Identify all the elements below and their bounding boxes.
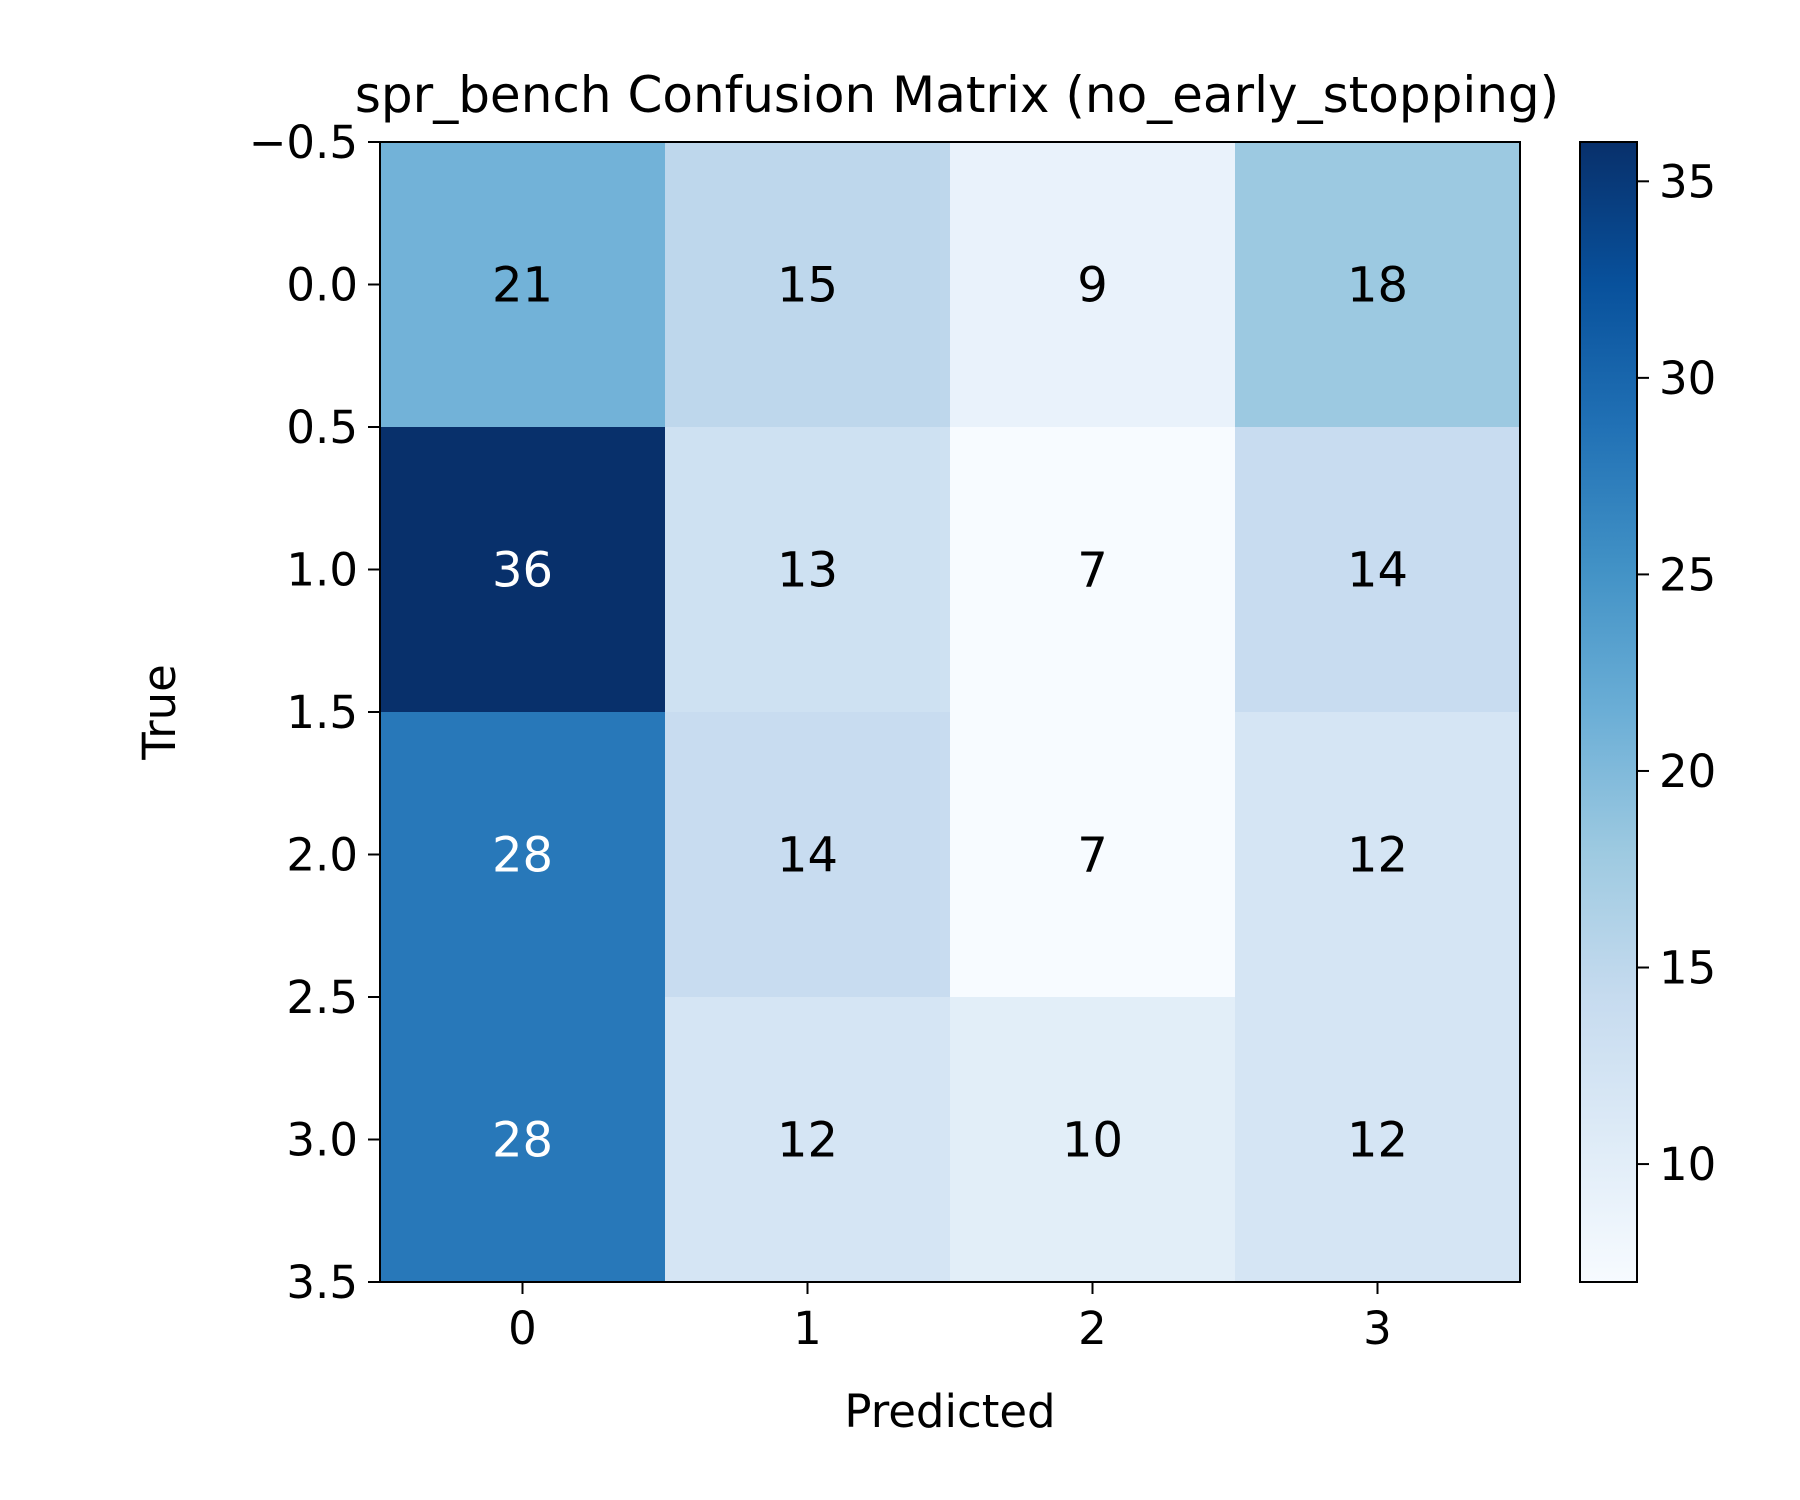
x-axis-ticks: 0 1 2 3 [508,1282,1392,1355]
heatmap-cell-label: 15 [777,258,838,314]
x-tick-label: 0 [508,1302,537,1355]
x-axis-label: Predicted [844,1385,1055,1438]
heatmap-cell [665,712,951,998]
colorbar-tick-label: 10 [1659,1138,1716,1191]
heatmap-cell [1235,142,1521,428]
heatmap-cell-label: 28 [492,828,553,884]
colorbar-tick-label: 15 [1659,942,1716,995]
heatmap-cell-label: 21 [492,258,553,314]
y-tick-label: 1.0 [286,544,358,597]
heatmap-cell [380,427,666,713]
heatmap-cell-label: 14 [777,828,838,884]
heatmap-cell-label: 36 [492,543,553,599]
heatmap-cell [380,712,666,998]
heatmap-cell-label: 12 [1347,1113,1408,1169]
heatmap-cell [665,997,951,1283]
heatmap-cell-label: 9 [1077,258,1108,314]
chart-title: spr_bench Confusion Matrix (no_early_sto… [355,66,1559,124]
colorbar-ticks: 10 15 20 25 30 35 [1637,155,1716,1191]
heatmap-cell [380,142,666,428]
heatmap-cell [665,427,951,713]
heatmap-cell [1235,712,1521,998]
y-axis-ticks: −0.5 0.0 0.5 1.0 1.5 2.0 2.5 3.0 3.5 [249,116,380,1309]
colorbar [1579,141,1638,1283]
y-tick-label: 3.0 [286,1114,358,1167]
heatmap-cell-label: 13 [777,543,838,599]
colorbar-tick-label: 30 [1659,352,1716,405]
heatmap-cell [950,997,1236,1283]
heatmap-cell [1235,997,1521,1283]
heatmap-cell-label: 14 [1347,543,1408,599]
heatmap-cell-label: 18 [1347,258,1408,314]
colorbar-tick-label: 25 [1659,548,1716,601]
y-tick-label: 3.5 [286,1256,358,1309]
heatmap-cells [380,142,1521,1283]
heatmap-cell [665,142,951,428]
y-axis-label: True [133,664,186,761]
heatmap-cell [950,712,1236,998]
y-tick-label: 2.0 [286,829,358,882]
heatmap-cell-label: 7 [1077,828,1108,884]
y-tick-label: −0.5 [249,116,358,169]
heatmap-cell-label: 12 [1347,828,1408,884]
x-tick-label: 1 [793,1302,822,1355]
y-tick-label: 1.5 [286,686,358,739]
x-tick-label: 2 [1078,1302,1107,1355]
heatmap-cell-labels: 21 15 9 18 36 13 7 14 28 14 7 12 28 12 10 12 [492,258,1408,1169]
colorbar-tick-label: 20 [1659,745,1716,798]
y-tick-label: 0.5 [286,401,358,454]
heatmap-cell [950,427,1236,713]
heatmap-cell [950,142,1236,428]
colorbar-tick-label: 35 [1659,155,1716,208]
heatmap-cell [380,997,666,1283]
heatmap-cell-label: 12 [777,1113,838,1169]
x-tick-label: 3 [1363,1302,1392,1355]
heatmap-cell-label: 10 [1062,1113,1123,1169]
heatmap-cell [1235,427,1521,713]
y-tick-label: 0.0 [286,259,358,312]
heatmap-cell-label: 7 [1077,543,1108,599]
y-tick-label: 2.5 [286,971,358,1024]
heatmap-cell-label: 28 [492,1113,553,1169]
